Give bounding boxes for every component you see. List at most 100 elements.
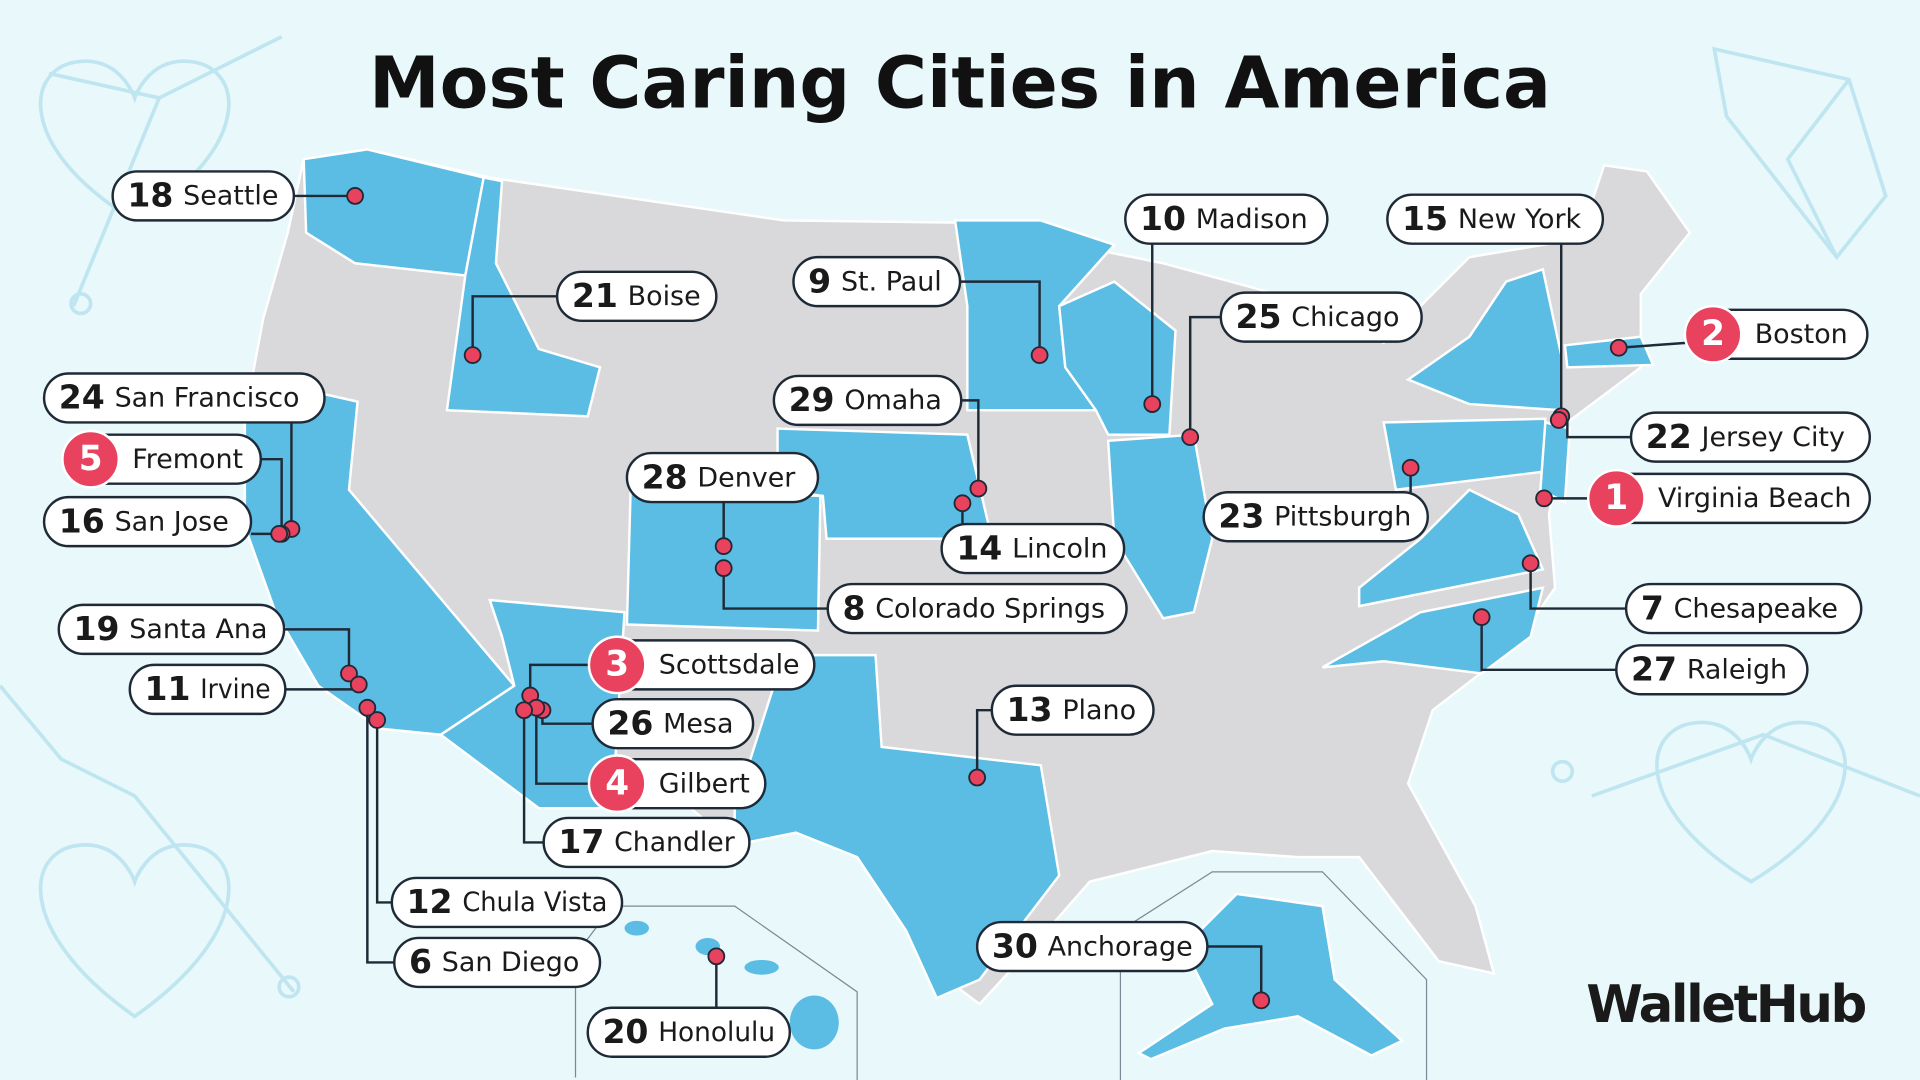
city-marker [1143,395,1162,413]
rank: 1 [1604,478,1628,518]
city-marker [707,947,726,966]
city-name: Chesapeake [1674,593,1838,624]
city-name: Pittsburgh [1274,501,1411,532]
city-label: 27 Raleigh [1472,608,1809,696]
label-box [542,816,751,869]
city-label: 26 Mesa [533,697,755,750]
rank: 13 [1007,690,1053,729]
city-label: 18 Seattle [111,170,364,222]
rank-badge [1683,304,1743,364]
label-box [42,372,326,424]
rank: 10 [1140,199,1186,238]
city-marker [358,698,377,717]
label-box [792,255,962,308]
leader-line [722,568,828,610]
city-name: Madison [1196,204,1308,235]
label-box [990,684,1155,736]
leader-line [260,457,283,534]
city-label: 23 Pittsburgh [1202,458,1429,543]
rank: 5 [79,439,103,479]
city-name: Gilbert [659,768,750,799]
rank: 24 [59,378,105,417]
city-label: 14 Lincoln [940,494,1126,575]
city-marker [1549,411,1568,429]
label-box [1386,193,1605,245]
state [445,176,602,418]
leader-line [528,663,591,696]
label-box [940,522,1126,575]
city-label: 11 Irvine [128,663,368,716]
city-marker [1472,608,1491,627]
city-label: 5 Fremont [61,429,291,543]
city-marker [1609,338,1628,357]
logo: WalletHub [1586,975,1865,1035]
city-marker [969,479,988,498]
city-marker [1030,346,1049,364]
city-marker [349,675,368,694]
alaska [1136,892,1405,1061]
city-name: Honolulu [658,1017,775,1048]
label-box [1629,411,1872,463]
label-box [586,1006,792,1058]
city-label: 25 Chicago [1181,291,1423,447]
city-name: Plano [1062,695,1136,726]
city-name: Scottsdale [659,650,800,681]
city-name: Irvine [200,674,270,705]
label-box [826,582,1128,635]
city-name: Omaha [844,385,941,416]
rank: 8 [842,588,865,627]
city-marker [1181,428,1200,447]
city-label: 20 Honolulu [586,947,792,1058]
city-label: 29 Omaha [772,374,988,498]
city-name: Boise [628,281,701,312]
city-marker [270,525,289,543]
rank: 20 [602,1012,648,1051]
rank: 15 [1402,199,1448,238]
city-marker [515,701,533,720]
city-label: 4 Gilbert [527,698,767,814]
state [1357,488,1545,608]
leader-line [1480,617,1617,672]
rank: 25 [1236,297,1282,336]
leader-line [975,708,992,778]
us-map [243,148,1692,1080]
state [1057,280,1177,436]
state [243,378,517,736]
label-box [555,270,718,323]
city-name: St. Paul [841,266,942,297]
rank: 17 [558,822,604,861]
rank: 23 [1218,496,1264,535]
label-box [393,936,602,989]
leader-line [522,710,544,844]
state [1405,267,1563,412]
city-marker [714,537,733,555]
city-label: 9 St. Paul [792,255,1049,364]
city-label: 1 Virginia Beach [1535,468,1872,528]
label-box [57,603,286,656]
rank-badge [1586,468,1646,528]
city-label: 13 Plano [968,684,1155,787]
city-name: Raleigh [1687,655,1787,686]
leader-line [366,707,395,964]
city-marker [1521,554,1540,573]
city-name: Anchorage [1048,931,1193,962]
city-marker [714,559,733,578]
city-marker [1401,458,1420,477]
city-name: Jersey City [1700,422,1845,453]
rank: 11 [144,669,190,708]
leader-line [535,707,591,785]
city-label: 10 Madison [1124,193,1329,413]
rank: 12 [407,882,453,921]
rank: 9 [808,261,831,300]
label-box [128,663,287,716]
label-box [1219,291,1423,343]
city-marker [1252,991,1271,1010]
rank: 3 [605,645,629,685]
city-name: Virginia Beach [1658,483,1851,514]
city-label: 21 Boise [463,270,718,364]
leader-line [375,720,392,904]
city-marker [463,346,482,364]
rank: 14 [956,528,1002,567]
label-box [975,920,1209,973]
